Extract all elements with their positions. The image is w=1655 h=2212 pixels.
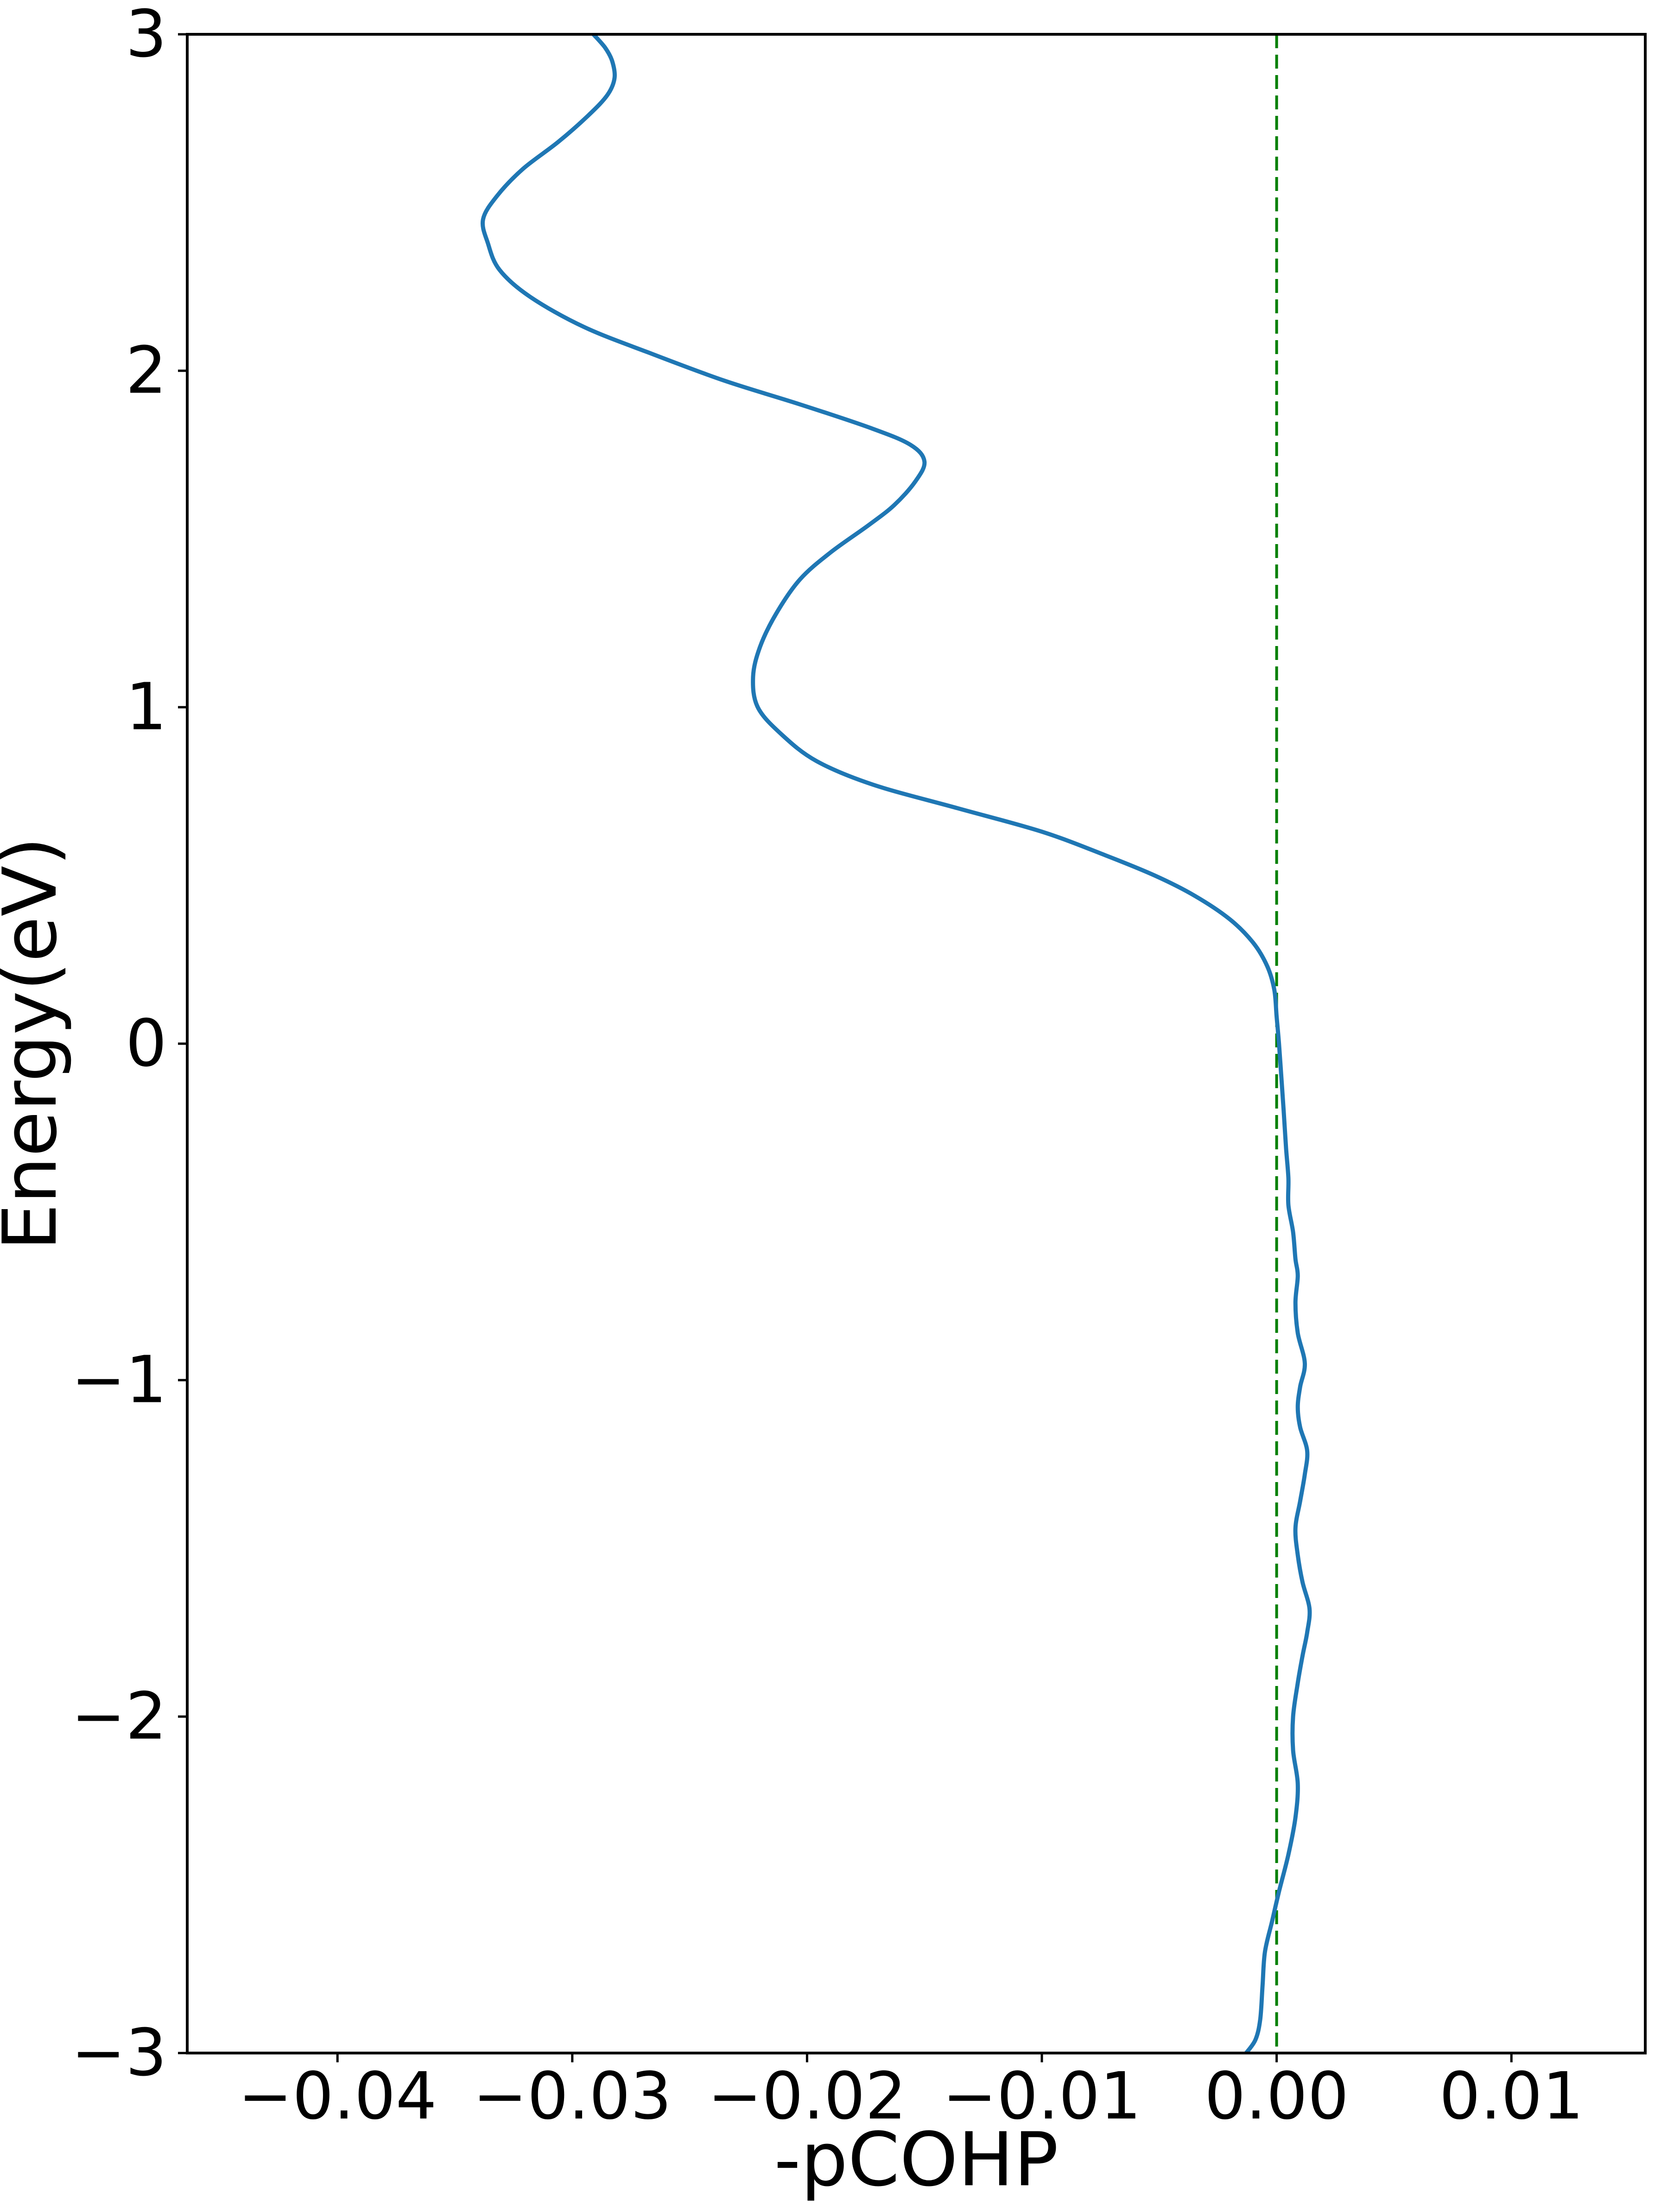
x-axis-label: -pCOHP	[774, 2116, 1059, 2203]
y-tick-label: −1	[71, 1343, 167, 1418]
y-tick-label: 3	[126, 0, 167, 72]
cohp-curve-group	[481, 34, 1312, 2053]
x-axis-ticks: −0.04 −0.03 −0.02 −0.01 0.00 0.01	[238, 2053, 1584, 2134]
plot-area	[187, 34, 1645, 2053]
x-tick-label: 0.00	[1205, 2059, 1349, 2134]
axes-box	[186, 33, 1647, 2054]
x-tick-label: −0.04	[238, 2059, 437, 2134]
cohp-curve	[481, 34, 1312, 2053]
x-tick-label: −0.02	[708, 2059, 907, 2134]
x-tick-label: −0.03	[473, 2059, 672, 2134]
y-tick-label: 1	[126, 670, 167, 745]
y-tick-label: −2	[71, 1679, 167, 1755]
y-tick-label: −3	[71, 2016, 167, 2091]
y-tick-label: 2	[126, 333, 167, 409]
y-axis-label: Energy(eV)	[0, 837, 73, 1251]
x-tick-label: 0.01	[1439, 2059, 1584, 2134]
y-tick-label: 0	[126, 1006, 167, 1082]
y-axis-ticks: 3 2 1 0 −1 −2 −3	[71, 0, 187, 2091]
x-tick-label: −0.01	[942, 2059, 1141, 2134]
